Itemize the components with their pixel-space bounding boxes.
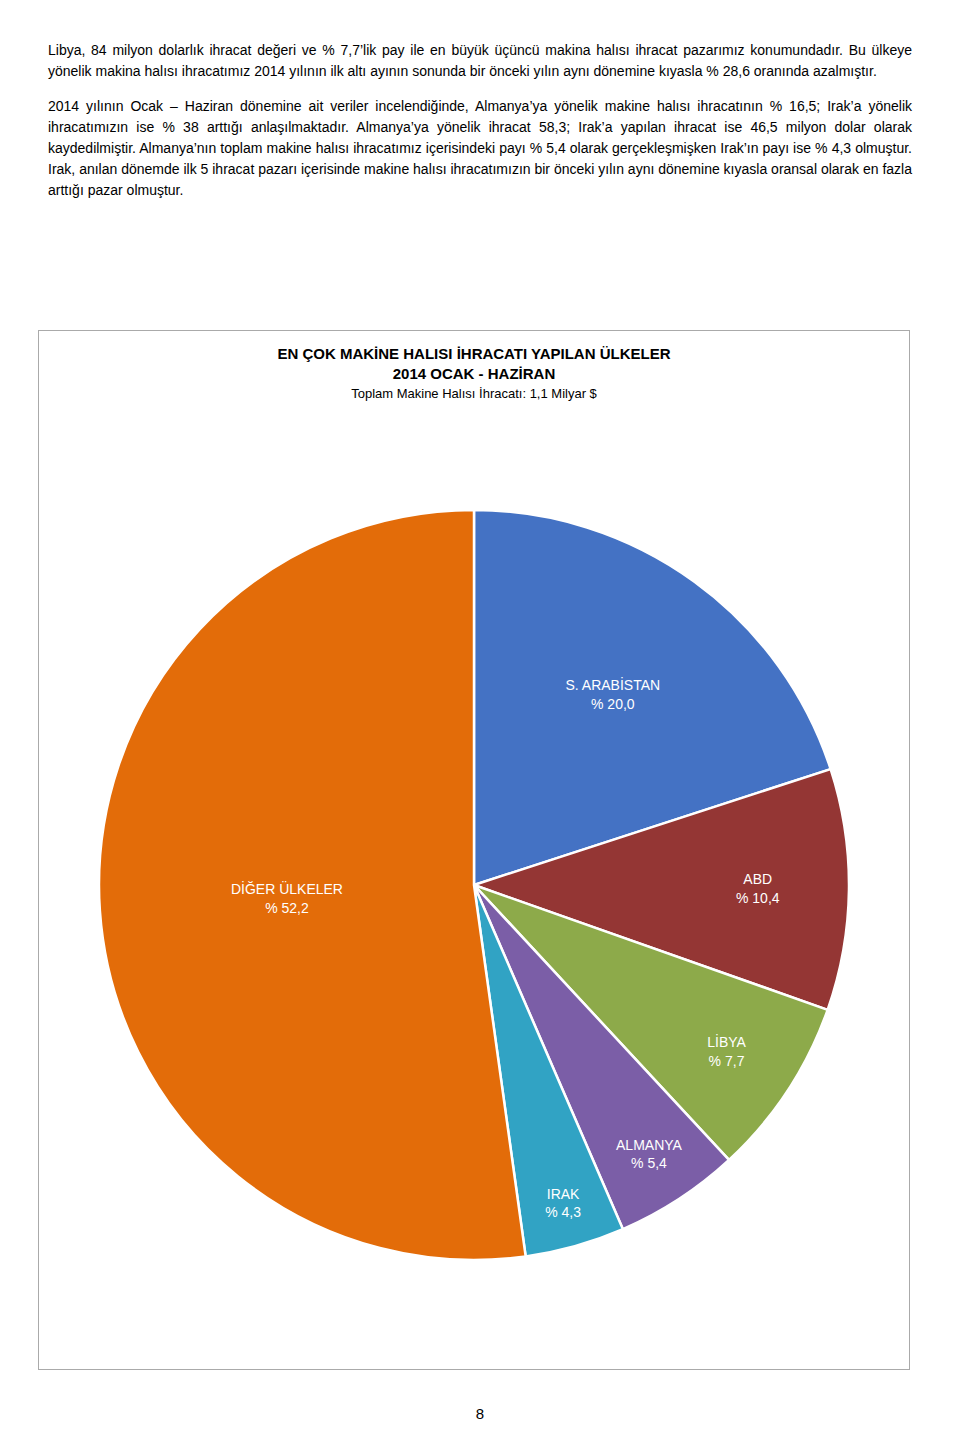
- html-text:Libya, 84 milyon dolarlık ihra: Libya, 84 milyon dolarlık ihracat değeri…: [48, 42, 912, 79]
- svg-text:DİĞER ÜLKELER% 52,2: DİĞER ÜLKELER% 52,2: [231, 880, 343, 915]
- svg-text:ABD% 10,4: ABD% 10,4: [736, 871, 780, 905]
- html-text:8: 8: [475, 1405, 485, 1422]
- svg-text:IRAK% 4,3: IRAK% 4,3: [545, 1186, 581, 1220]
- svg-text:ALMANYA% 5,4: ALMANYA% 5,4: [616, 1137, 683, 1171]
- html-text:2014 yılının Ocak – Haziran dö: 2014 yılının Ocak – Haziran dönemine ait…: [48, 98, 912, 198]
- svg-text:EN ÇOK MAKİNE HALISI İHRACATI: EN ÇOK MAKİNE HALISI İHRACATI YAPILAN ÜL…: [277, 345, 670, 401]
- svg-text:S. ARABİSTAN% 20,0: S. ARABİSTAN% 20,0: [565, 676, 660, 711]
- svg-text:LİBYA% 7,7: LİBYA% 7,7: [707, 1033, 746, 1068]
